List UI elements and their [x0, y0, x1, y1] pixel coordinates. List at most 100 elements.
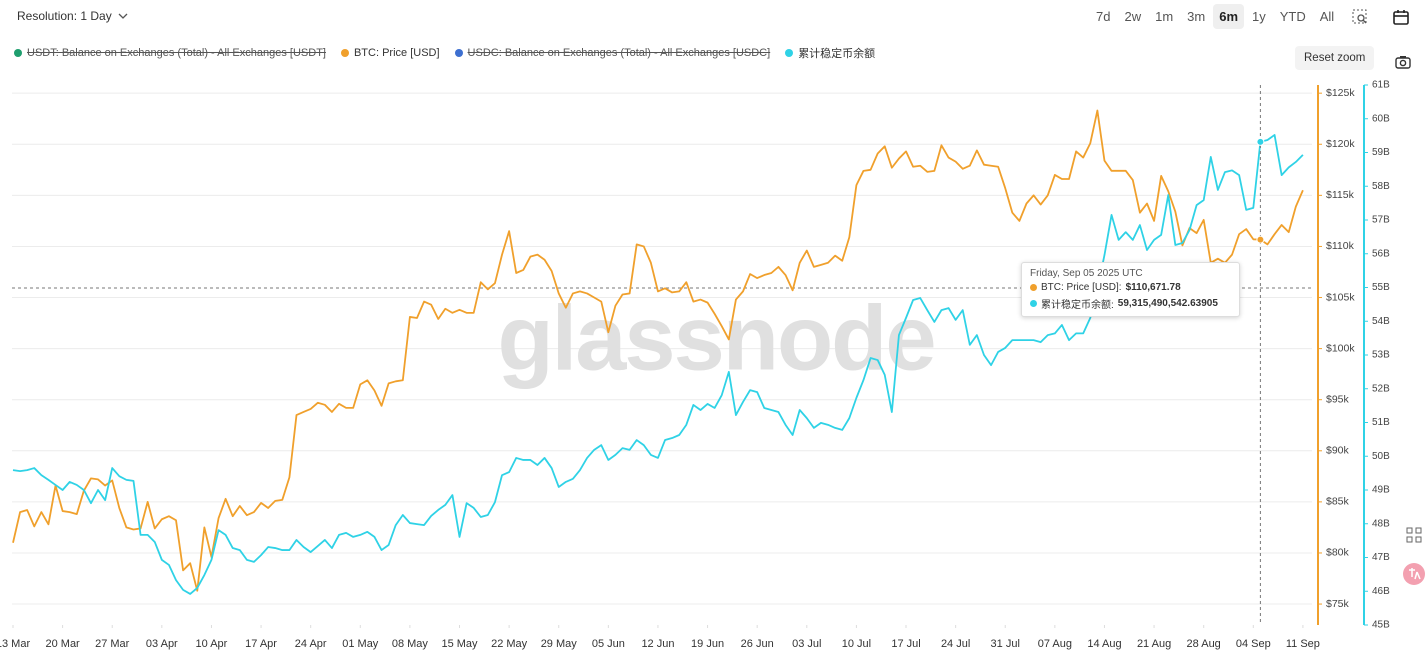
x-tick-label: 17 Apr — [245, 638, 277, 650]
y-tick-label: $80k — [1326, 547, 1350, 559]
tooltip-dot — [1030, 284, 1037, 291]
calendar-icon[interactable] — [1388, 4, 1414, 30]
x-tick-label: 04 Sep — [1236, 638, 1271, 650]
legend: USDT: Balance on Exchanges (Total) - All… — [14, 45, 875, 61]
x-tick-label: 31 Jul — [991, 638, 1020, 650]
legend-label: USDC: Balance on Exchanges (Total) - All… — [467, 47, 771, 59]
range-button[interactable]: 7d — [1096, 9, 1111, 24]
y-tick-label: $100k — [1326, 342, 1355, 354]
x-tick-label: 12 Jun — [641, 638, 674, 650]
y2-tick-label: 54B — [1372, 316, 1390, 327]
tooltip-value: $110,671.78 — [1125, 282, 1181, 293]
legend-item[interactable]: USDT: Balance on Exchanges (Total) - All… — [14, 45, 326, 61]
camera-glyph — [1395, 56, 1411, 69]
y-tick-label: $110k — [1326, 240, 1355, 252]
y2-tick-label: 56B — [1372, 248, 1390, 259]
series-line — [12, 109, 1304, 592]
y2-tick-label: 61B — [1372, 80, 1390, 91]
side-tool-icon[interactable] — [1402, 523, 1426, 547]
y-tick-label: $115k — [1326, 189, 1355, 201]
grid — [12, 92, 1312, 605]
series-line — [12, 134, 1304, 595]
x-tick-label: 01 May — [342, 638, 379, 650]
resolution-label: Resolution: 1 Day — [17, 9, 112, 23]
y2-tick-label: 59B — [1372, 147, 1390, 158]
y2-tick-label: 45B — [1372, 620, 1390, 631]
legend-item[interactable]: BTC: Price [USD] — [340, 45, 440, 61]
range-button[interactable]: 6m — [1213, 4, 1245, 29]
x-tick-label: 10 Apr — [196, 638, 228, 650]
x-tick-label: 28 Aug — [1187, 638, 1221, 650]
y-tick-label: $105k — [1326, 291, 1355, 303]
x-tick-label: 15 May — [441, 638, 478, 650]
y-tick-label: $125k — [1326, 87, 1355, 99]
x-tick-label: 24 Jul — [941, 638, 970, 650]
chevron-icon — [118, 13, 128, 19]
x-tick-label: 24 Apr — [295, 638, 327, 650]
x-tick-label: 29 May — [541, 638, 578, 650]
legend-marker — [454, 49, 463, 57]
tooltip-value: 59,315,490,542.63905 — [1117, 298, 1218, 309]
tooltip-row: BTC: Price [USD]: $110,671.78 — [1030, 282, 1231, 293]
x-tick-label: 21 Aug — [1137, 638, 1171, 650]
y2-tick-label: 48B — [1372, 518, 1390, 529]
y2-tick-label: 47B — [1372, 552, 1390, 563]
translate-glyph — [1403, 563, 1425, 585]
x-tick-label: 10 Jul — [842, 638, 871, 650]
y2-tick-label: 46B — [1372, 586, 1390, 597]
y-tick-label: $75k — [1326, 598, 1350, 610]
legend-item[interactable]: 累计稳定币余额 — [785, 45, 875, 61]
legend-label: BTC: Price [USD] — [353, 47, 440, 59]
range-button[interactable]: 1m — [1155, 9, 1174, 24]
tooltip-title: Friday, Sep 05 2025 UTC — [1030, 268, 1143, 279]
x-tick-label: 19 Jun — [691, 638, 724, 650]
camera-icon[interactable] — [1390, 49, 1416, 75]
x-tick-label: 07 Aug — [1038, 638, 1072, 650]
range-button[interactable]: 3m — [1187, 9, 1206, 24]
y2-tick-label: 58B — [1372, 181, 1390, 192]
hover-point — [1256, 235, 1265, 244]
y2-tick-label: 55B — [1372, 282, 1390, 293]
reset-zoom-button[interactable]: Reset zoom — [1295, 46, 1375, 70]
y-tick-label: $120k — [1326, 138, 1355, 150]
resolution-select[interactable]: Resolution: 1 Day — [17, 9, 128, 23]
y-tick-label: $85k — [1326, 496, 1350, 508]
legend-item[interactable]: USDC: Balance on Exchanges (Total) - All… — [454, 45, 771, 61]
y-tick-label: $95k — [1326, 393, 1350, 405]
range-button[interactable]: 1y — [1252, 9, 1266, 24]
y2-tick-label: 51B — [1372, 417, 1390, 428]
y2-tick-label: 52B — [1372, 383, 1390, 394]
hover-point — [1256, 137, 1265, 146]
range-button[interactable]: 2w — [1124, 9, 1142, 24]
y-tick-label: $90k — [1326, 445, 1350, 457]
y2-tick-label: 49B — [1372, 485, 1390, 496]
x-tick-label: 26 Jun — [741, 638, 774, 650]
x-tick-label: 14 Aug — [1087, 638, 1121, 650]
x-tick-label: 20 Mar — [45, 638, 80, 650]
legend-marker — [14, 49, 22, 57]
legend-label: 累计稳定币余额 — [798, 48, 876, 60]
x-tick-label: 17 Jul — [891, 638, 920, 650]
legend-label: USDT: Balance on Exchanges (Total) - All… — [27, 47, 326, 59]
tooltip-label: 累计稳定币余额: — [1041, 300, 1114, 311]
tooltip: Friday, Sep 05 2025 UTC BTC: Price [USD]… — [1021, 262, 1240, 317]
range-button[interactable]: YTD — [1279, 9, 1306, 24]
y2-tick-label: 60B — [1372, 113, 1390, 124]
y2-tick-label: 57B — [1372, 215, 1390, 226]
zoom-glyph — [1352, 9, 1367, 24]
x-tick-label: 27 Mar — [95, 638, 130, 650]
x-tick-label: 22 May — [491, 638, 528, 650]
zoom-icon[interactable] — [1347, 4, 1373, 30]
x-tick-label: 03 Jul — [792, 638, 821, 650]
x-tick-label: 03 Apr — [146, 638, 178, 650]
translate-icon[interactable] — [1402, 562, 1426, 586]
range-buttons: 7d 2w 1m 3m 6m 1y YTD All — [1090, 4, 1340, 29]
y2-tick-label: 53B — [1372, 350, 1390, 361]
tooltip-row: 累计稳定币余额: 59,315,490,542.63905 — [1030, 296, 1231, 311]
x-tick-label: 08 May — [392, 638, 429, 650]
range-button[interactable]: All — [1319, 9, 1335, 24]
